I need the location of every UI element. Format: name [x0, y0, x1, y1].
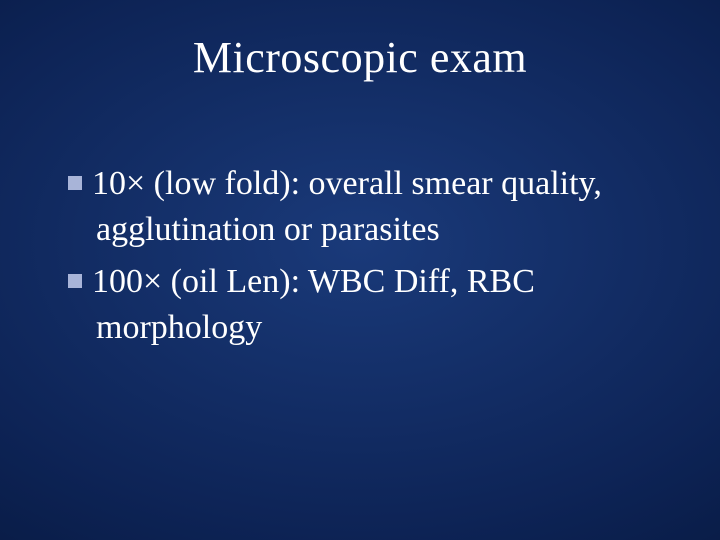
- bullet-text: 100× (oil Len): WBC Diff, RBC morphology: [92, 263, 535, 346]
- square-bullet-icon: [68, 274, 82, 288]
- square-bullet-icon: [68, 176, 82, 190]
- slide-container: Microscopic exam 10× (low fold): overall…: [0, 0, 720, 540]
- slide-title: Microscopic exam: [40, 32, 680, 83]
- bullet-item: 100× (oil Len): WBC Diff, RBC morphology: [68, 259, 660, 351]
- bullet-item: 10× (low fold): overall smear quality, a…: [68, 161, 660, 253]
- bullet-text: 10× (low fold): overall smear quality, a…: [92, 165, 602, 248]
- bullet-list: 10× (low fold): overall smear quality, a…: [40, 161, 680, 351]
